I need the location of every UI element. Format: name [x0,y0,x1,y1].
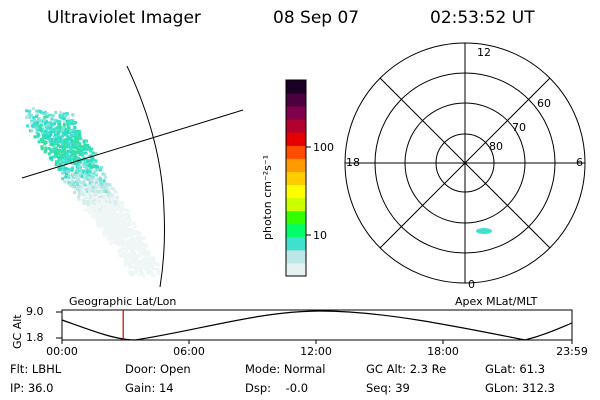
colorbar-band [286,210,306,225]
ip-info: IP: 36.0 [10,381,54,395]
polar-aurora-spot [476,228,492,234]
altitude-strip-frame [61,309,573,341]
time-label: 02:53:52 UT [430,8,535,28]
colorbar-band [286,223,306,238]
dsp-info: Dsp: -0.0 [245,381,309,395]
geographic-label: Geographic Lat/Lon [69,295,177,308]
time-tick-0: 00:00 [46,345,78,358]
time-tick-4: 23:59 [556,345,588,358]
alt-min-label: 1.8 [26,331,44,344]
mode-info: Mode: Normal [245,362,326,376]
colorbar-band [286,197,306,212]
gc-alt-info: GC Alt: 2.3 Re [366,362,447,376]
mlt-label-left: 18 [346,156,360,169]
time-axis-ticks [61,340,573,344]
mlt-label-bottom: 0 [468,278,475,291]
polar-plot [344,42,586,284]
colorbar-tick-10: 10 [313,229,327,242]
latitude-line [21,109,244,179]
seq-info: Seq: 39 [366,381,410,395]
time-tick-3: 18:00 [427,345,459,358]
colorbar-band [286,171,306,186]
colorbar-tick-100: 100 [313,141,334,154]
altitude-curve [61,310,573,341]
glat-info: GLat: 61.3 [485,362,546,376]
time-tick-1: 06:00 [173,345,205,358]
colorbar-band [286,145,306,159]
instrument-title: Ultraviolet Imager [47,8,201,28]
colorbar-band [286,132,306,146]
colorbar-band [286,119,306,133]
gc-alt-axis-label: GC Alt [11,314,24,349]
colorbar-band [286,158,306,172]
longitude-line [126,65,165,288]
mlat-label-80: 80 [489,140,503,153]
colorbar-frame [285,79,307,277]
geographic-grid [21,65,244,288]
colorbar-band [286,262,306,277]
alt-max-label: 9.0 [26,305,44,318]
mlt-label-top: 12 [477,46,491,59]
colorbar-band [286,80,306,94]
glon-info: GLon: 312.3 [485,381,555,395]
colorbar [286,80,306,277]
mlt-label-right: 6 [576,156,583,169]
apex-label: Apex MLat/MLT [455,295,538,308]
colorbar-label: photon cm⁻²s⁻¹ [261,154,274,240]
aurora-image [25,107,160,278]
door-info: Door: Open [125,362,191,376]
colorbar-band [286,184,306,199]
date-label: 08 Sep 07 [273,8,360,28]
colorbar-band [286,236,306,251]
colorbar-band [286,106,306,120]
mlat-label-70: 70 [512,121,526,134]
colorbar-band [286,93,306,107]
mlat-label-60: 60 [537,97,551,110]
flt-info: Flt: LBHL [10,362,62,376]
colorbar-band [286,249,306,264]
time-tick-2: 12:00 [300,345,332,358]
gain-info: Gain: 14 [125,381,174,395]
